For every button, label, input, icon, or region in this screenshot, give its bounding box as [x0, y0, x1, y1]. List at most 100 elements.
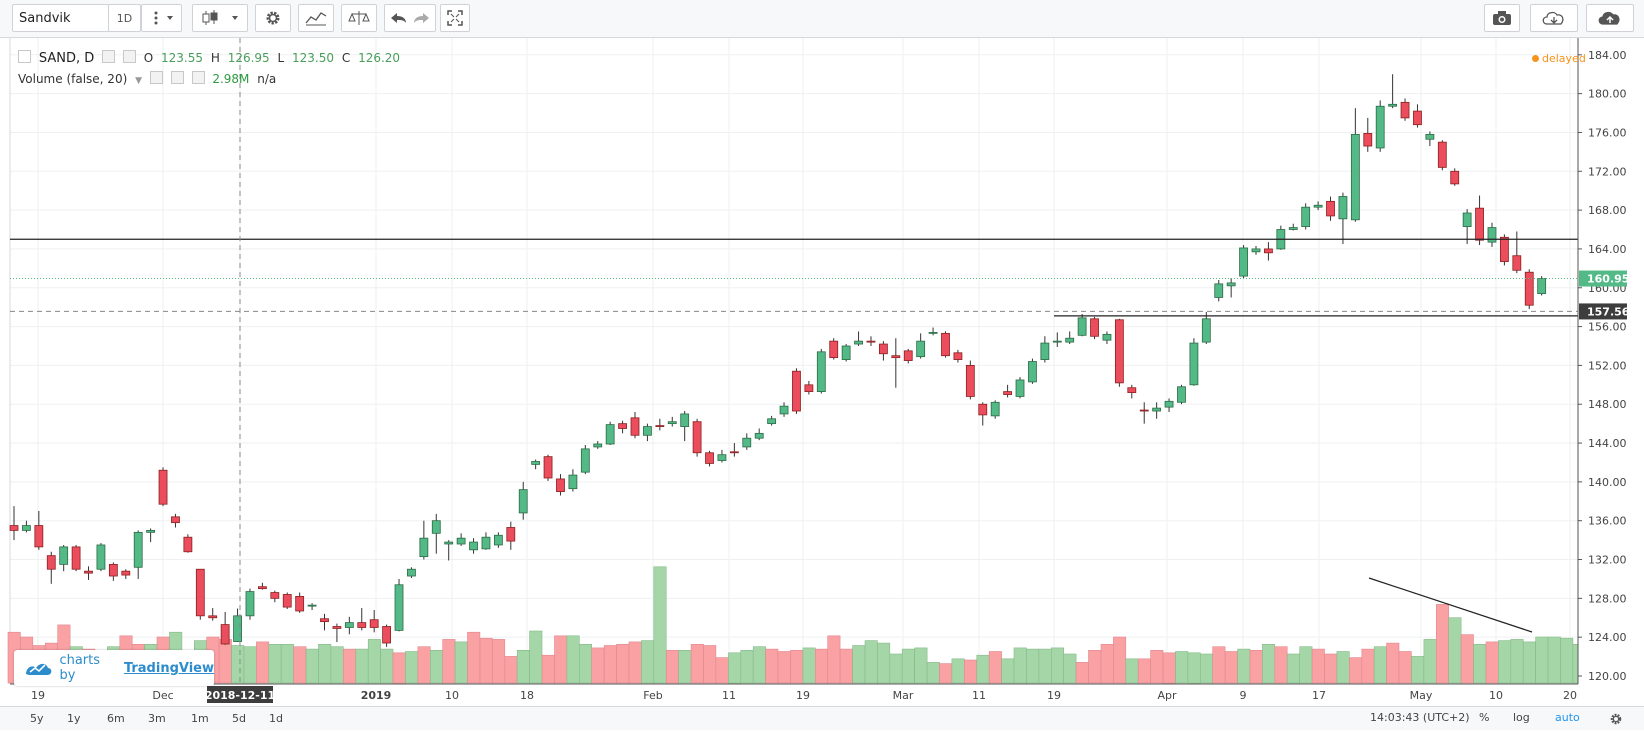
candle-body — [754, 432, 764, 439]
watermark-brand[interactable]: TradingView — [123, 660, 214, 676]
volume-value-2: n/a — [257, 72, 277, 86]
candle — [941, 331, 950, 358]
time-tick-label: 9 — [1240, 689, 1247, 702]
candle — [1152, 402, 1162, 419]
settings-icon[interactable] — [170, 71, 184, 84]
candle-body — [307, 604, 317, 607]
chart-style-button[interactable] — [192, 4, 248, 32]
volume-trendline[interactable] — [1368, 577, 1533, 633]
volume-bar — [1522, 641, 1536, 684]
log-toggle[interactable]: log — [1513, 711, 1530, 724]
candle-body — [444, 541, 454, 545]
tradingview-watermark[interactable]: charts by TradingView — [14, 650, 214, 686]
percent-toggle[interactable]: % — [1479, 711, 1490, 724]
candle-body — [779, 405, 789, 415]
volume-bar — [740, 649, 754, 684]
price-tick-label: 144.00 — [1588, 437, 1627, 450]
range-button-3m[interactable]: 3m — [148, 712, 166, 725]
clock[interactable]: 14:03:43 (UTC+2) — [1370, 711, 1470, 724]
candle — [1326, 196, 1335, 221]
candle — [618, 420, 627, 434]
drawings[interactable] — [10, 38, 1578, 684]
candle-body — [1114, 319, 1124, 384]
current-price-label: 160.95 — [1587, 273, 1629, 286]
range-button-5d[interactable]: 5d — [232, 712, 246, 725]
range-button-1m[interactable]: 1m — [191, 712, 209, 725]
candle-body — [1524, 271, 1534, 306]
volume-bar — [665, 649, 679, 684]
compare-icon — [348, 11, 370, 25]
candle — [1413, 104, 1422, 128]
candle-body — [34, 525, 44, 548]
interval-dropdown[interactable] — [141, 4, 182, 32]
range-button-1d[interactable]: 1d — [269, 712, 283, 725]
indicators-button[interactable] — [298, 4, 334, 32]
candle — [394, 578, 404, 632]
volume-bar — [616, 643, 630, 684]
candle-body — [990, 401, 1000, 417]
candle — [493, 532, 503, 548]
collapse-icon[interactable] — [18, 50, 31, 63]
candle-body — [506, 527, 516, 542]
price-tick-label: 128.00 — [1588, 592, 1627, 605]
range-button-1y[interactable]: 1y — [67, 712, 81, 725]
close-icon[interactable] — [191, 71, 205, 84]
candle — [220, 611, 230, 645]
price-axis[interactable]: 184.00 180.00 176.00 172.00 168.00 164.00 160.… — [1577, 38, 1644, 684]
candle-body — [692, 421, 702, 454]
candle — [332, 623, 342, 643]
candle-body — [121, 570, 131, 576]
volume-value: 2.98M — [212, 72, 250, 86]
candle — [1375, 100, 1385, 152]
undo-redo-group — [384, 4, 436, 32]
volume-bar — [926, 662, 940, 684]
crosshair-date-label: 2018-12-11 — [205, 689, 275, 702]
candle-body — [965, 364, 975, 397]
candle-body — [1425, 133, 1435, 140]
gear-icon[interactable] — [1609, 712, 1623, 726]
volume-bar — [529, 630, 543, 684]
candle — [1052, 332, 1062, 347]
volume-bar — [1237, 648, 1251, 684]
candle — [1189, 338, 1199, 386]
chart-area[interactable]: 184.00 180.00 176.00 172.00 168.00 164.00 160.… — [0, 38, 1644, 730]
volume-bar — [1162, 652, 1176, 684]
candle — [71, 544, 81, 572]
redo-icon[interactable] — [410, 10, 432, 26]
save-layout-button[interactable] — [1586, 4, 1634, 32]
auto-toggle[interactable]: auto — [1555, 711, 1580, 724]
candle — [1028, 358, 1037, 384]
price-chart[interactable]: 184.00 180.00 176.00 172.00 168.00 164.00 160.… — [0, 38, 1644, 730]
interval-button[interactable]: 1D — [108, 4, 141, 32]
undo-icon[interactable] — [388, 10, 410, 26]
volume-bar — [1560, 637, 1574, 684]
volume-bars — [7, 566, 1623, 684]
volume-bar — [839, 648, 853, 684]
volume-bar — [1013, 647, 1027, 684]
fullscreen-button[interactable] — [440, 4, 470, 32]
volume-bar — [852, 645, 866, 684]
settings-icon[interactable] — [122, 50, 136, 63]
volume-bar — [653, 566, 667, 684]
time-axis[interactable]: 19 Dec 2018-12-11 2019 10 18 Feb 11 19 Mar 11 19 Apr… — [0, 683, 1644, 706]
candle-body — [1164, 400, 1174, 408]
load-layout-button[interactable] — [1530, 4, 1578, 32]
range-button-5y[interactable]: 5y — [30, 712, 44, 725]
settings-button[interactable] — [255, 4, 291, 32]
candle-body — [568, 474, 578, 490]
volume-bar — [777, 651, 791, 684]
chevron-down-icon[interactable]: ▼ — [135, 76, 143, 86]
candle — [382, 624, 392, 647]
candle-body — [1028, 361, 1037, 383]
eye-icon[interactable] — [102, 50, 116, 63]
volume-bar — [1324, 653, 1338, 684]
snapshot-button[interactable] — [1484, 4, 1520, 32]
range-button-6m[interactable]: 6m — [107, 712, 125, 725]
candle-body — [1226, 282, 1236, 287]
eye-icon[interactable] — [149, 71, 163, 84]
volume-bar — [901, 648, 915, 684]
compare-button[interactable] — [341, 4, 377, 32]
candle — [320, 613, 329, 631]
legend-low-label: L — [277, 51, 285, 65]
candle-body — [108, 563, 118, 577]
